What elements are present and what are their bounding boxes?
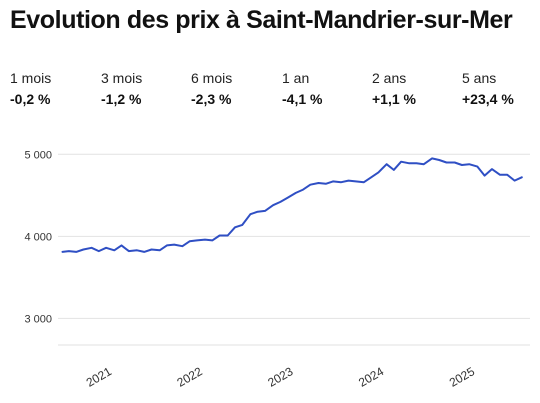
x-axis-ticks: 2021 2022 2023 2024 2025	[84, 364, 477, 390]
stat-label: 1 mois	[10, 70, 52, 86]
stat-1-year: 1 an -4,1 %	[282, 69, 322, 108]
stat-label: 2 ans	[372, 70, 407, 86]
x-tick-label: 2024	[356, 364, 386, 390]
stat-2-years: 2 ans +1,1 %	[372, 69, 416, 108]
stat-value: +23,4 %	[462, 91, 514, 107]
y-axis-ticks: 3 000 4 000 5 000	[24, 149, 52, 325]
x-tick-label: 2021	[84, 364, 114, 390]
price-change-stats: 1 mois -0,2 % 3 mois -1,2 % 6 mois -2,3 …	[10, 69, 535, 113]
stat-value: +1,1 %	[372, 91, 416, 107]
stat-value: -0,2 %	[10, 91, 51, 107]
x-tick-label: 2023	[265, 364, 295, 390]
stat-value: -4,1 %	[282, 91, 323, 107]
stat-label: 1 an	[282, 70, 310, 86]
y-tick-label: 5 000	[24, 149, 52, 161]
stat-6-months: 6 mois -2,3 %	[191, 69, 232, 108]
stat-label: 3 mois	[101, 70, 143, 86]
stat-1-month: 1 mois -0,2 %	[10, 69, 51, 108]
chart-grid	[58, 153, 530, 346]
x-tick-label: 2025	[447, 364, 477, 390]
stat-3-months: 3 mois -1,2 %	[101, 69, 142, 108]
stat-value: -2,3 %	[191, 91, 232, 107]
series-line	[61, 157, 523, 253]
stat-value: -1,2 %	[101, 91, 142, 107]
stat-5-years: 5 ans +23,4 %	[462, 69, 514, 108]
page-title: Evolution des prix à Saint-Mandrier-sur-…	[10, 6, 513, 34]
stat-label: 5 ans	[462, 70, 497, 86]
y-tick-label: 4 000	[24, 231, 52, 243]
x-tick-label: 2022	[175, 364, 205, 390]
y-tick-label: 3 000	[24, 313, 52, 325]
chart-series	[61, 157, 523, 253]
stat-label: 6 mois	[191, 70, 233, 86]
